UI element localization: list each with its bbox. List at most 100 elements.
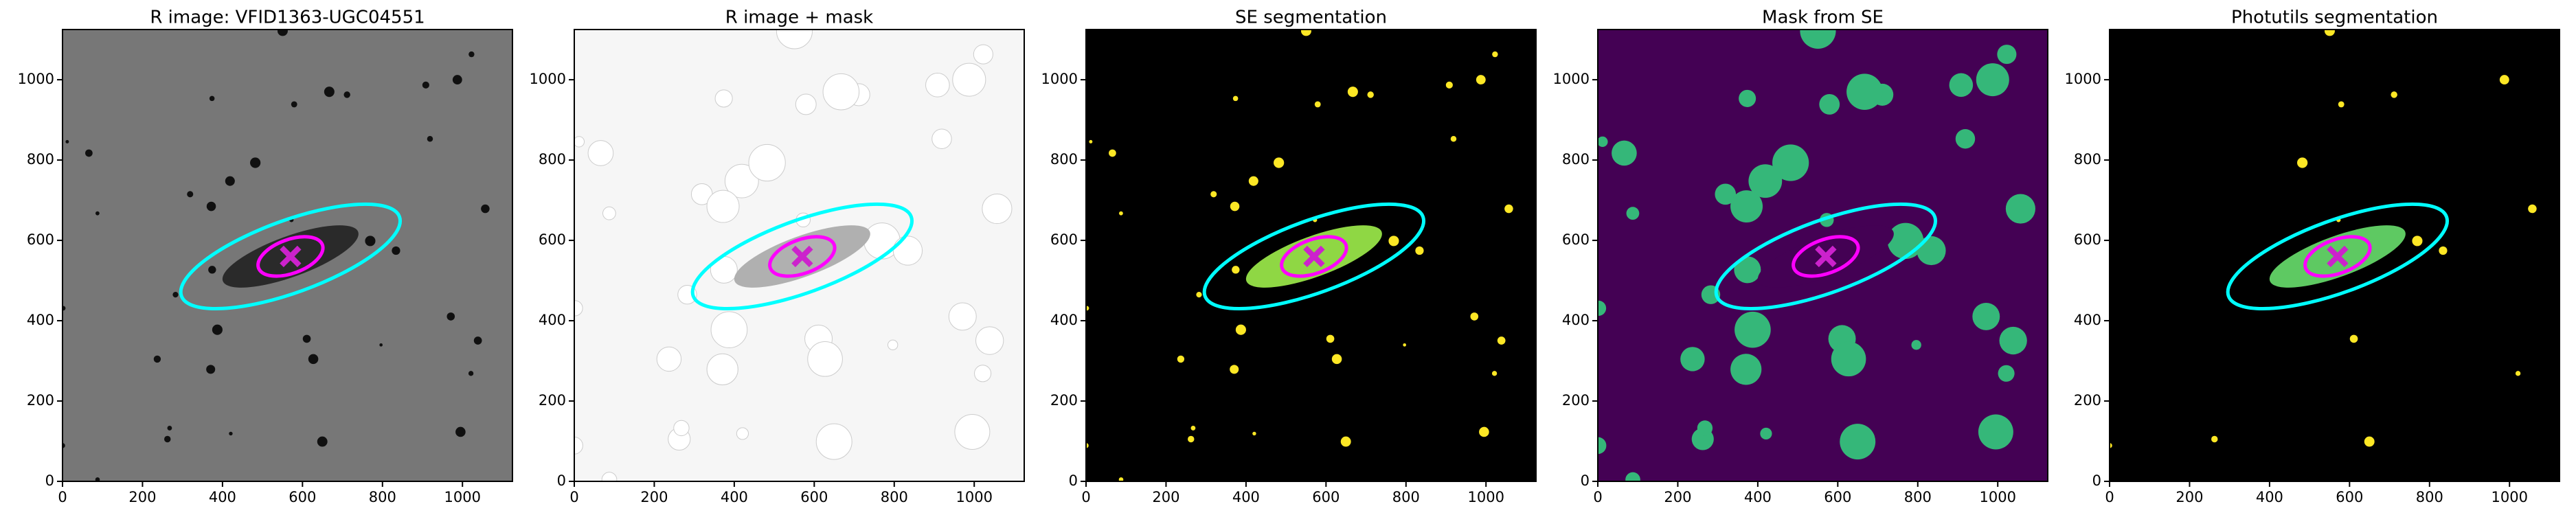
aperture-ellipse (256, 235, 325, 278)
source (2364, 436, 2375, 447)
source (153, 355, 161, 363)
y-tick-label: 1000 (530, 71, 566, 87)
source (724, 163, 759, 198)
source (1118, 211, 1123, 216)
source (1347, 87, 1358, 98)
y-tick-label: 200 (27, 392, 54, 409)
aperture-ellipse (1202, 202, 1426, 310)
source (815, 423, 852, 460)
x-tick-label: 600 (800, 489, 828, 505)
source (1739, 89, 1756, 107)
source (795, 93, 817, 115)
center-marker (791, 245, 813, 268)
source (1972, 302, 2000, 330)
y-tick-label: 800 (1562, 151, 1590, 168)
x-tick-label: 400 (1744, 489, 1772, 505)
x-tick-label: 600 (2336, 489, 2363, 505)
source (206, 201, 216, 211)
source (1300, 30, 1311, 36)
source (187, 191, 194, 198)
source (1196, 292, 1202, 298)
x-tick-label: 600 (1824, 489, 1851, 505)
source (473, 336, 482, 345)
source (673, 420, 690, 437)
source (1232, 95, 1239, 102)
source (706, 353, 738, 385)
marker-shape (1303, 245, 1325, 268)
x-tick-label: 1000 (956, 489, 992, 505)
source (164, 435, 171, 443)
source (1997, 45, 2017, 65)
aperture-ellipse (2303, 235, 2372, 278)
y-tick-label: 0 (1581, 472, 1590, 489)
source (65, 139, 69, 144)
source (1235, 324, 1246, 335)
y-tick-label: 800 (27, 151, 54, 168)
x-tick-label: 0 (569, 489, 578, 505)
source (1445, 81, 1453, 89)
source (2297, 157, 2308, 168)
panel-title: SE segmentation (1235, 8, 1387, 28)
source (975, 326, 1004, 355)
source (822, 73, 860, 111)
image (1086, 30, 1536, 481)
source (2324, 30, 2335, 36)
axes-frame (62, 29, 513, 482)
source (1917, 236, 1946, 266)
source (277, 30, 288, 36)
x-tick-label: 1000 (2491, 489, 2527, 505)
source (1735, 311, 1771, 348)
source (209, 95, 215, 102)
source (1680, 347, 1705, 371)
source (1476, 75, 1486, 85)
y-tick-label: 800 (1050, 151, 1078, 168)
source (455, 426, 466, 437)
source (422, 81, 429, 89)
source (1504, 204, 1513, 214)
source (1998, 365, 2015, 382)
panel: R image + mask 0 200 400 600 800 1000 0 200 400 60… (530, 8, 1025, 505)
source (481, 204, 490, 214)
source (710, 311, 748, 349)
source (212, 324, 223, 335)
y-tick-label: 0 (1069, 472, 1078, 489)
source (1697, 420, 1713, 436)
panel: Photutils segmentation 0 200 400 600 800 1000 0… (2065, 8, 2560, 505)
source (229, 431, 233, 436)
source (250, 157, 261, 168)
image (1598, 30, 2048, 481)
source (1314, 101, 1321, 108)
source (427, 135, 433, 142)
source (1626, 207, 1640, 220)
y-tick-label: 200 (1562, 392, 1590, 409)
source (1340, 436, 1351, 447)
x-tick-label: 400 (2256, 489, 2283, 505)
x-tick-label: 0 (2105, 489, 2114, 505)
panel: Mask from SE 0 200 400 600 800 1000 0 200 400 600 8… (1553, 8, 2048, 505)
source (587, 140, 614, 166)
x-tick-label: 800 (369, 489, 396, 505)
x-tick-label: 400 (721, 489, 748, 505)
y-tick-label: 800 (539, 151, 566, 168)
y-tick-label: 800 (2074, 151, 2101, 168)
source (172, 292, 179, 298)
source (95, 211, 100, 216)
source (324, 87, 335, 98)
aperture-ellipse (690, 202, 914, 310)
source (887, 339, 899, 350)
source (1492, 51, 1498, 58)
source (225, 176, 235, 186)
source (208, 266, 216, 274)
marker-shape (791, 245, 813, 268)
source (892, 236, 923, 266)
source (1846, 73, 1883, 110)
center-marker (280, 245, 302, 268)
y-tick-label: 600 (1050, 231, 1078, 248)
axes-frame (1085, 29, 1537, 482)
source (1415, 246, 1424, 255)
center-marker (1815, 245, 1837, 268)
source (2005, 194, 2036, 224)
source (2528, 204, 2537, 214)
source (2515, 371, 2521, 376)
source (1734, 256, 1761, 284)
